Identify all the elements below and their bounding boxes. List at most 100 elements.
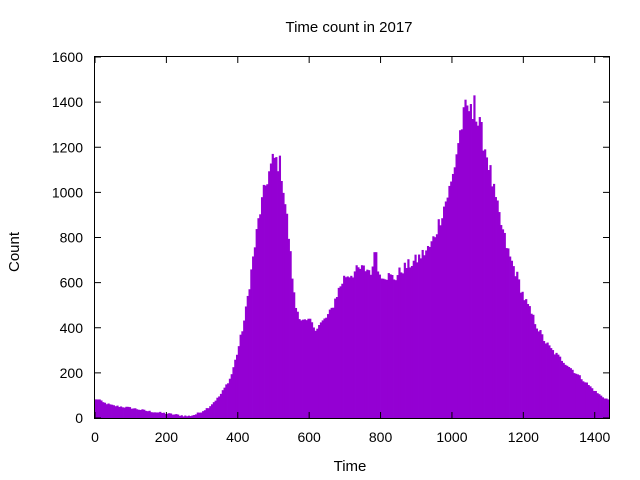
histogram-bar bbox=[371, 266, 374, 418]
histogram-bar bbox=[96, 399, 99, 418]
histogram-bar bbox=[509, 256, 512, 418]
histogram-bar bbox=[489, 165, 492, 418]
histogram-bar bbox=[264, 185, 267, 418]
histogram-bar bbox=[585, 382, 588, 418]
histogram-bar bbox=[530, 313, 533, 418]
histogram-bar bbox=[437, 219, 440, 418]
histogram-bar bbox=[462, 107, 465, 418]
histogram-bar bbox=[302, 319, 305, 418]
histogram-bar bbox=[239, 334, 242, 418]
histogram-bar bbox=[407, 259, 410, 418]
histogram-bar bbox=[278, 155, 282, 418]
histogram-bar bbox=[569, 368, 572, 418]
histogram-bar bbox=[384, 279, 387, 418]
histogram-bar bbox=[457, 143, 460, 418]
histogram-bar bbox=[316, 328, 319, 418]
histogram-bar bbox=[591, 388, 594, 418]
histogram-bar bbox=[480, 122, 483, 418]
histogram-bar bbox=[118, 406, 121, 418]
x-tick-label: 600 bbox=[297, 429, 321, 445]
histogram-bar bbox=[446, 197, 449, 418]
histogram-bar bbox=[187, 415, 190, 418]
plot-frame bbox=[94, 56, 610, 419]
y-axis: 0 200 400 600 800 1000 1200 1400 1600 bbox=[52, 49, 609, 426]
histogram-bar bbox=[537, 331, 540, 418]
histogram-bar bbox=[137, 409, 141, 418]
histogram-bar bbox=[575, 373, 578, 418]
histogram-bar bbox=[501, 229, 505, 418]
histogram-bar bbox=[450, 181, 453, 418]
histogram-bar bbox=[205, 408, 208, 418]
histogram-bar bbox=[171, 414, 174, 418]
histogram-bar bbox=[112, 405, 116, 418]
histogram-bar bbox=[482, 150, 485, 418]
histogram-bar bbox=[357, 267, 360, 418]
histogram-bar bbox=[414, 254, 417, 418]
histogram-bar bbox=[348, 277, 351, 418]
histogram-bar bbox=[280, 181, 283, 418]
histogram-bar bbox=[200, 412, 203, 418]
y-tick-label: 1000 bbox=[52, 184, 83, 200]
histogram-bar bbox=[339, 286, 342, 418]
histogram-bar bbox=[241, 331, 244, 418]
histogram-bar bbox=[296, 311, 299, 418]
histogram-bar bbox=[252, 256, 255, 418]
histogram-bar bbox=[255, 229, 258, 418]
histogram-bar bbox=[559, 356, 562, 418]
histogram-bar bbox=[512, 266, 515, 418]
histogram-bar bbox=[294, 307, 298, 418]
histogram-bar bbox=[605, 398, 608, 418]
histogram-bar bbox=[598, 394, 601, 418]
histogram-bar bbox=[157, 412, 160, 418]
histogram-bar bbox=[398, 267, 401, 418]
histogram-bar bbox=[426, 245, 430, 418]
histogram-bar bbox=[418, 254, 421, 418]
histogram-bar bbox=[430, 241, 433, 418]
histogram-bar bbox=[475, 121, 478, 418]
histogram-bar bbox=[514, 276, 517, 418]
histogram-bar bbox=[578, 375, 581, 418]
histogram-bar bbox=[300, 320, 303, 418]
histogram-bar bbox=[421, 249, 424, 418]
histogram-bar bbox=[469, 104, 472, 419]
histogram-bar bbox=[594, 390, 597, 418]
histogram-bar bbox=[557, 354, 560, 418]
histogram-bar bbox=[393, 279, 396, 418]
histogram-bar bbox=[555, 352, 558, 418]
histogram-bar bbox=[366, 269, 369, 418]
histogram-bar bbox=[394, 280, 398, 418]
histogram-bar bbox=[169, 413, 173, 418]
histogram-bar bbox=[362, 265, 365, 418]
histogram-bar bbox=[207, 408, 210, 418]
histogram-bar bbox=[332, 307, 335, 418]
histogram-bar bbox=[182, 416, 185, 418]
histogram-bar bbox=[175, 414, 178, 418]
histogram-bar bbox=[121, 407, 124, 418]
histogram-bar bbox=[403, 262, 406, 418]
histogram-bar bbox=[234, 359, 237, 418]
histogram-bar bbox=[539, 330, 542, 418]
histogram-bar bbox=[459, 130, 462, 419]
x-tick-label: 200 bbox=[155, 429, 179, 445]
histogram-bar bbox=[285, 213, 289, 418]
histogram-bar bbox=[284, 204, 287, 418]
histogram-bar bbox=[453, 167, 456, 418]
histogram-bar bbox=[487, 170, 490, 418]
histogram-bar bbox=[221, 390, 224, 418]
histogram-bar bbox=[100, 400, 103, 418]
histogram-bar bbox=[521, 291, 524, 418]
histogram-bar bbox=[369, 274, 373, 418]
histogram-bar bbox=[273, 157, 276, 418]
histogram-bar bbox=[526, 303, 530, 418]
histogram-bar bbox=[532, 314, 535, 418]
histogram-bar bbox=[551, 350, 555, 418]
histogram-bar bbox=[111, 404, 114, 418]
x-tick-label: 0 bbox=[91, 429, 99, 445]
histogram-bar bbox=[146, 411, 149, 418]
histogram-bar bbox=[312, 327, 315, 418]
histogram-bar bbox=[248, 289, 251, 418]
histogram-bar bbox=[268, 171, 271, 418]
histogram-bar bbox=[601, 397, 605, 418]
histogram-bar bbox=[535, 328, 539, 418]
histogram-bar bbox=[198, 412, 201, 418]
